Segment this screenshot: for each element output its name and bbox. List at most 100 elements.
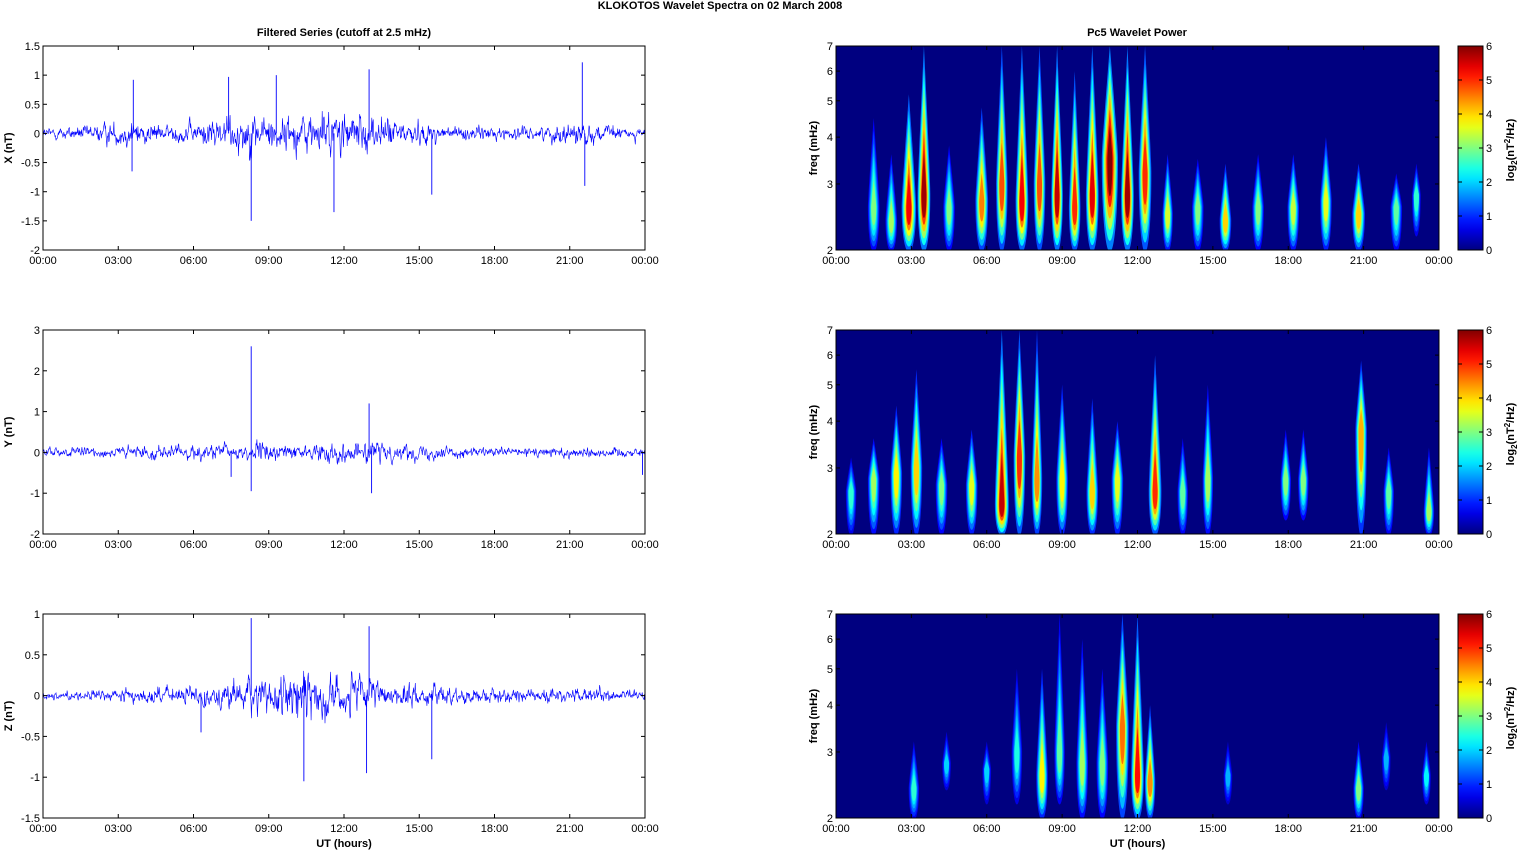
wavelet-z-burst-level [1079,725,1085,786]
wavelet-y-xtick-label: 21:00 [1350,539,1378,551]
wavelet-y-ytick-label: 2 [827,529,833,541]
wavelet-y-burst-level [1152,450,1158,510]
wavelet-y-ytick-label: 3 [827,463,833,475]
series-x-xtick-label: 12:00 [330,255,358,267]
series-z-xtick-label: 15:00 [405,823,433,835]
wavelet-y-burst-level [1386,478,1392,510]
wavelet-z-ylabel: freq (mHz) [808,688,820,743]
wavelet-y-burst-level [1016,419,1022,489]
wavelet-z-ytick-label: 3 [827,747,833,759]
series-z-ytick-label: 0.5 [25,650,40,662]
wavelet-y-ylabel: freq (mHz) [808,404,820,459]
series-y-xtick-label: 15:00 [405,539,433,551]
wavelet-y-burst-level [1180,475,1186,510]
series-x-xtick-label: 15:00 [405,255,433,267]
wavelet-z-colorbar-label-part: /Hz) [1505,686,1517,707]
series-x-ytick-label: -1.5 [21,216,40,228]
wavelet-y-burst-level [913,438,919,496]
series-z-xtick-label: 12:00 [330,823,358,835]
series-y-xtick-label: 00:00 [29,539,57,551]
wavelet-x-colorbar-tick-label: 6 [1486,41,1492,53]
wavelet-x-xtick-label: 09:00 [1048,255,1076,267]
series-y-xtick-label: 03:00 [104,539,132,551]
wavelet-z-ytick-label: 7 [827,609,833,621]
wavelet-z-bursts [908,614,1431,818]
wavelet-x-xtick-label: 06:00 [973,255,1001,267]
series-x-xtick-label: 00:00 [631,255,659,267]
wavelet-y-colorbar-label-part: /Hz) [1505,402,1517,423]
wavelet-x-xtick-label: 15:00 [1199,255,1227,267]
wavelet-x-ytick-label: 5 [827,96,833,108]
wavelet-x-colorbar-label-part: (nT [1505,143,1517,160]
wavelet-y-burst-level [1358,408,1364,473]
series-x-xtick-label: 06:00 [180,255,208,267]
wavelet-x-colorbar-tick-label: 3 [1486,143,1492,155]
wavelet-y-colorbar-tick-label: 2 [1486,461,1492,473]
figure-title: KLOKOTOS Wavelet Spectra on 02 March 200… [598,0,843,12]
wavelet-z-xtick-label: 03:00 [898,823,926,835]
wavelet-x-xtick-label: 12:00 [1124,255,1152,267]
series-z-xtick-label: 18:00 [481,823,509,835]
wavelet-x-colorbar-label-part: 2 [1510,160,1519,165]
wavelet-x-burst-level [1323,181,1329,222]
wavelet-z-xtick-label: 00:00 [1425,823,1453,835]
wavelet-z-xtick-label: 00:00 [822,823,850,835]
wavelet-x-burst-level [1142,135,1148,205]
wavelet-x-burst-level [1290,191,1296,226]
series-x-ytick-label: -1 [30,187,40,199]
wavelet-x-burst-level [1195,192,1201,226]
wavelet-z-colorbar-label: log2(nT2/Hz) [1503,686,1519,749]
wavelet-x-burst-level [1072,166,1078,226]
series-x-trace [43,111,645,161]
series-y-trace [43,439,645,466]
series-z-ylabel: Z (nT) [3,700,15,731]
wavelet-z-colorbar-label-part: log [1505,733,1517,750]
wavelet-y-xtick-label: 06:00 [973,539,1001,551]
wavelet-y-xtick-label: 18:00 [1274,539,1302,551]
wavelet-x-colorbar-label: log2(nT2/Hz) [1503,118,1519,181]
wavelet-x-colorbar-tick-label: 1 [1486,211,1492,223]
wavelet-y-xtick-label: 03:00 [898,539,926,551]
wavelet-z-burst-level [911,774,917,801]
wavelet-x-burst-level [1356,198,1362,229]
wavelet-y-burst-level [999,452,1005,517]
series-z-ytick-label: 1 [34,609,40,621]
wavelet-z-colorbar-tick-label: 4 [1486,677,1492,689]
wavelet-x-ytick-label: 4 [827,132,833,144]
series-z-xtick-label: 00:00 [631,823,659,835]
wavelet-x-xtick-label: 00:00 [1425,255,1453,267]
wavelet-x-burst-level [1107,125,1113,197]
right-column-title: Pc5 Wavelet Power [1087,27,1188,39]
wavelet-z-burst-level [1099,734,1105,786]
wavelet-y-burst-level [939,471,945,506]
series-y-ylabel: Y (nT) [3,416,15,447]
wavelet-x-burst-level [1222,203,1228,233]
wavelet-x-burst-level [1255,191,1261,226]
wavelet-z-xtick-label: 21:00 [1350,823,1378,835]
wavelet-y-colorbar-tick-label: 6 [1486,325,1492,337]
wavelet-y-xtick-label: 00:00 [1425,539,1453,551]
wavelet-x-burst-level [1054,150,1060,218]
wavelet-x-burst-level [1393,197,1399,226]
wavelet-y-burst-level [1426,492,1432,522]
wavelet-y-burst-level [1300,464,1306,496]
wavelet-y-ytick-label: 6 [827,350,833,362]
wavelet-y-xtick-label: 00:00 [822,539,850,551]
wavelet-x-colorbar [1457,45,1484,251]
wavelet-y-burst-level [893,453,899,499]
series-z-xtick-label: 09:00 [255,823,283,835]
wavelet-y-colorbar-tick-label: 3 [1486,427,1492,439]
series-y-xtick-label: 21:00 [556,539,584,551]
series-x-ytick-label: -0.5 [21,158,40,170]
wavelet-z-colorbar-tick-label: 3 [1486,711,1492,723]
wavelet-x-xtick-label: 18:00 [1274,255,1302,267]
wavelet-y-colorbar-tick-label: 4 [1486,393,1492,405]
wavelet-y-bursts [845,330,1435,534]
wavelet-z-ytick-label: 4 [827,700,833,712]
wavelet-z-ytick-label: 5 [827,664,833,676]
wavelet-y-burst-level [1114,461,1120,502]
wavelet-z-burst-level [1423,765,1429,787]
series-z-ytick-label: -0.5 [21,731,40,743]
series-y-xtick-label: 00:00 [631,539,659,551]
